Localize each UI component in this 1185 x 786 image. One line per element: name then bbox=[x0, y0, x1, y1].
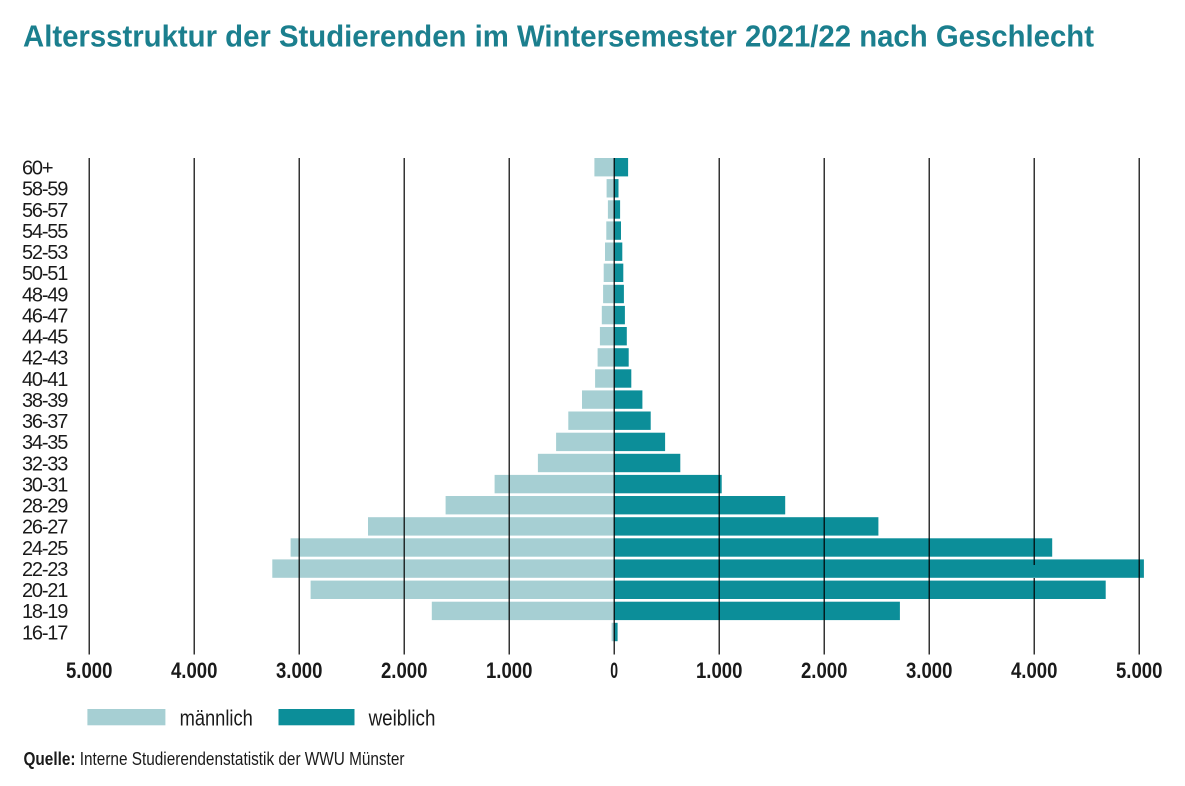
svg-text:30-31: 30-31 bbox=[22, 474, 68, 496]
svg-text:52-53: 52-53 bbox=[22, 242, 68, 264]
svg-text:weiblich: weiblich bbox=[368, 705, 436, 730]
svg-text:5.000: 5.000 bbox=[66, 658, 112, 683]
svg-text:0: 0 bbox=[610, 658, 618, 683]
svg-text:48-49: 48-49 bbox=[22, 284, 68, 306]
svg-text:Quelle: Interne Studierendenst: Quelle: Interne Studierendenstatistik de… bbox=[24, 749, 405, 769]
svg-text:54-55: 54-55 bbox=[22, 221, 68, 243]
svg-text:38-39: 38-39 bbox=[22, 390, 68, 412]
svg-text:58-59: 58-59 bbox=[22, 179, 68, 201]
svg-text:22-23: 22-23 bbox=[22, 559, 68, 581]
svg-text:44-45: 44-45 bbox=[22, 327, 68, 349]
svg-text:4.000: 4.000 bbox=[171, 658, 217, 683]
svg-text:Altersstruktur der Studierende: Altersstruktur der Studierenden im Winte… bbox=[23, 20, 1094, 54]
svg-text:60+: 60+ bbox=[22, 158, 53, 180]
svg-text:2.000: 2.000 bbox=[801, 658, 847, 683]
svg-text:2.000: 2.000 bbox=[381, 658, 427, 683]
svg-text:26-27: 26-27 bbox=[22, 517, 68, 539]
svg-text:16-17: 16-17 bbox=[22, 622, 68, 644]
svg-text:3.000: 3.000 bbox=[276, 658, 322, 683]
svg-text:56-57: 56-57 bbox=[22, 200, 68, 222]
svg-text:32-33: 32-33 bbox=[22, 453, 68, 475]
svg-text:36-37: 36-37 bbox=[22, 411, 68, 433]
svg-text:40-41: 40-41 bbox=[22, 369, 68, 391]
svg-text:34-35: 34-35 bbox=[22, 432, 68, 454]
svg-text:5.000: 5.000 bbox=[1116, 658, 1162, 683]
svg-text:1.000: 1.000 bbox=[486, 658, 532, 683]
svg-text:28-29: 28-29 bbox=[22, 496, 68, 518]
svg-text:20-21: 20-21 bbox=[22, 580, 68, 602]
svg-text:3.000: 3.000 bbox=[906, 658, 952, 683]
svg-text:4.000: 4.000 bbox=[1011, 658, 1057, 683]
svg-text:42-43: 42-43 bbox=[22, 348, 68, 370]
svg-text:männlich: männlich bbox=[180, 705, 253, 730]
svg-text:46-47: 46-47 bbox=[22, 305, 68, 327]
svg-text:50-51: 50-51 bbox=[22, 263, 68, 285]
svg-text:24-25: 24-25 bbox=[22, 538, 68, 560]
svg-text:18-19: 18-19 bbox=[22, 601, 68, 623]
svg-text:1.000: 1.000 bbox=[696, 658, 742, 683]
